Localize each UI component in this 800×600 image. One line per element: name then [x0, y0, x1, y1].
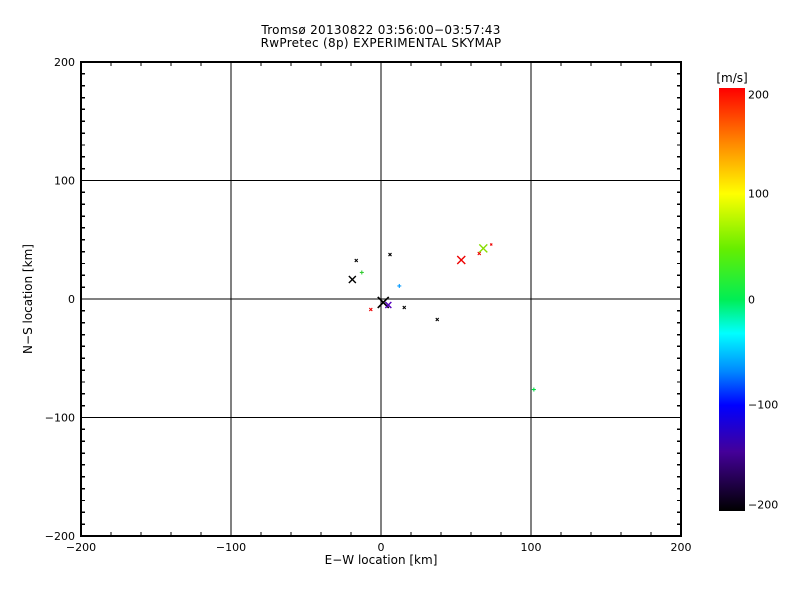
marker-stroke — [377, 296, 390, 309]
x-tick-label: −100 — [216, 541, 246, 554]
marker-stroke — [478, 243, 488, 253]
y-tick-label: −200 — [45, 530, 75, 543]
data-point — [477, 251, 482, 256]
plot-title: Tromsø 20130822 03:56:00−03:57:43 — [261, 23, 501, 37]
x-tick-label: 0 — [378, 541, 385, 554]
x-tick-label: 200 — [671, 541, 692, 554]
data-point — [368, 307, 373, 312]
x-tick-label: 100 — [521, 541, 542, 554]
data-point — [348, 275, 357, 284]
data-point — [384, 301, 392, 309]
y-tick-label: 100 — [54, 175, 75, 188]
y-axis-label: N−S location [km] — [21, 244, 35, 354]
marker-stroke — [435, 317, 440, 322]
colorbar-tick-label: 200 — [748, 88, 769, 102]
marker-stroke — [368, 307, 373, 312]
colorbar-tick-label: −100 — [748, 398, 779, 412]
colorbar-tick-label: 100 — [748, 187, 769, 201]
colorbar-unit-label: [m/s] — [716, 71, 748, 85]
data-point — [456, 255, 466, 265]
marker-stroke — [477, 251, 482, 256]
x-tick-label: −200 — [66, 541, 96, 554]
marker-stroke — [402, 305, 407, 310]
y-tick-label: 0 — [68, 293, 75, 306]
data-point — [435, 317, 440, 322]
colorbar-tick-label: 0 — [748, 293, 755, 306]
marker-stroke — [384, 301, 392, 309]
colorbar-gradient — [719, 88, 745, 511]
data-point — [354, 258, 359, 263]
marker-stroke — [489, 243, 493, 246]
plot-border — [80, 61, 682, 537]
marker-stroke — [348, 275, 357, 284]
data-point — [531, 387, 536, 392]
marker-stroke — [388, 252, 392, 257]
data-point — [402, 305, 407, 310]
colorbar-tick-label: −200 — [748, 498, 779, 512]
data-point — [489, 243, 493, 246]
data-point — [397, 283, 402, 288]
data-point — [388, 252, 392, 257]
x-axis-label: E−W location [km] — [324, 553, 438, 567]
plot-subtitle: RwPretec (8p) EXPERIMENTAL SKYMAP — [260, 36, 502, 50]
data-point — [359, 270, 364, 275]
marker-stroke — [354, 258, 359, 263]
data-point — [478, 243, 488, 253]
y-tick-label: −100 — [45, 412, 75, 425]
marker-stroke — [456, 255, 466, 265]
y-tick-label: 200 — [54, 56, 75, 69]
